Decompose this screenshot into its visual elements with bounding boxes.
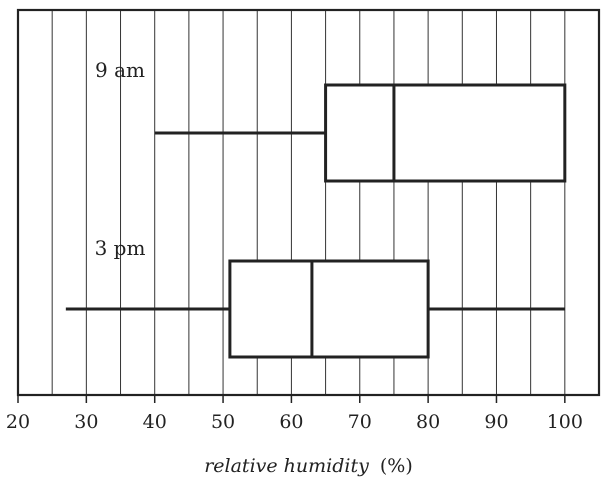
x-tick-label: 20 [6,411,30,433]
x-tick-label: 80 [416,411,440,433]
x-tick-label: 90 [484,411,508,433]
x-tick-label: 70 [348,411,372,433]
box-plots: 9 am 3 pm [65,58,567,359]
gridlines [51,10,566,395]
x-tick-label: 100 [547,411,583,433]
x-tick-label: 50 [211,411,235,433]
x-tick-label: 60 [279,411,303,433]
iqr-box [324,83,567,183]
x-axis-label: relative humidity (%) [204,455,413,477]
boxplot-9-am: 9 am [95,58,567,183]
x-tick-label: 30 [74,411,98,433]
x-axis: 20 30 40 50 60 70 80 90 100 [6,395,583,433]
series-label: 9 am [95,58,145,82]
plot-frame [16,8,601,397]
x-tick-label: 40 [143,411,167,433]
x-axis-unit: (%) [380,455,413,477]
x-axis-label-text: relative humidity [204,455,369,477]
boxplot-3-pm: 3 pm [65,236,565,359]
iqr-box [228,259,430,359]
series-label: 3 pm [95,236,146,260]
